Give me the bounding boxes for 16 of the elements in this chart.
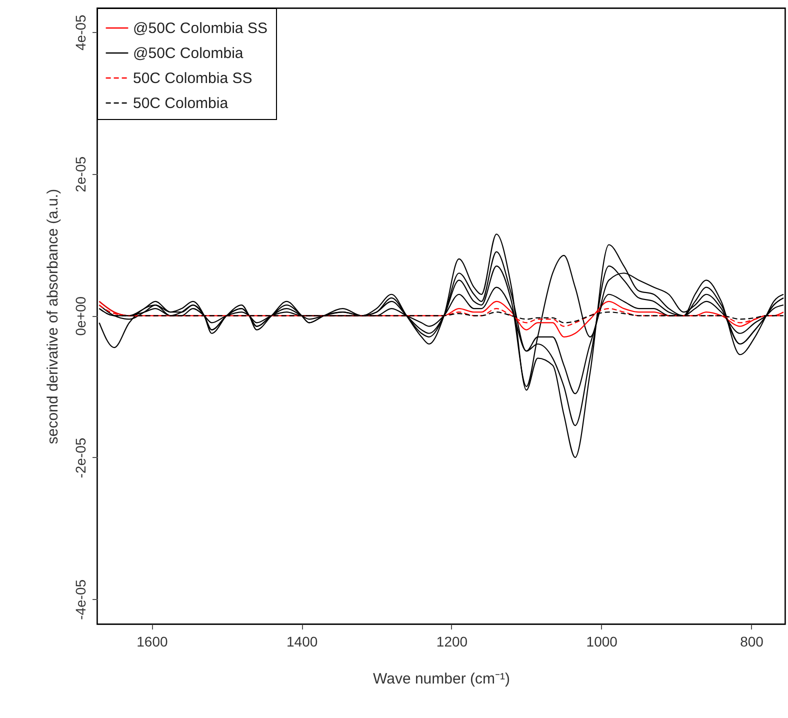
y-tick-label: 4e-05 [72, 14, 88, 51]
legend-label: 50C Colombia SS [133, 70, 252, 87]
x-axis-title: Wave number (cm⁻¹) [373, 670, 510, 688]
x-tick-label: 1600 [136, 634, 168, 650]
legend-label: @50C Colombia [133, 45, 244, 62]
y-tick-label: -2e-05 [72, 437, 88, 478]
y-axis-title: second derivative of absorbance (a.u.) [44, 188, 62, 444]
x-tick-label: 1400 [286, 634, 318, 650]
y-tick-label: -4e-05 [72, 579, 88, 620]
x-tick-label: 800 [740, 634, 764, 650]
x-tick-label: 1000 [586, 634, 618, 650]
y-tick-label: 2e-05 [72, 156, 88, 192]
x-tick-label: 1200 [436, 634, 468, 650]
legend-label: 50C Colombia [133, 95, 229, 112]
legend-label: @50C Colombia SS [133, 20, 268, 37]
y-tick-label: 0e+00 [72, 296, 88, 336]
